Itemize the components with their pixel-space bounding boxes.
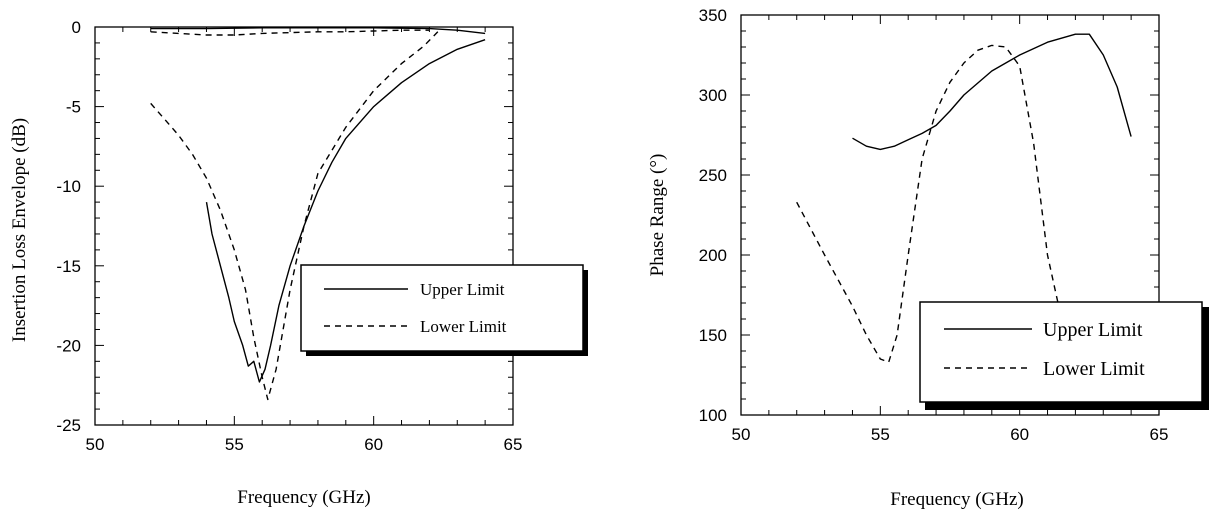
series-group [796,33,1132,363]
series-line-lower-limit [150,31,439,401]
y-axis-label: Phase Range (°) [647,154,668,277]
y-tick-label: 100 [699,406,727,425]
plot-frame [740,14,1160,416]
legend: Upper Limit Lower Limit [300,264,588,356]
x-tick-label: 55 [225,435,244,454]
series-line-upper-limit [852,33,1132,151]
legend-label-upper: Upper Limit [1043,319,1143,341]
x-tick-label: 50 [86,435,105,454]
tick-labels: 50 55 60 65 0 -5 -10 -15 -20 -25 [56,18,522,454]
y-tick-label: 200 [699,246,727,265]
phase-range-chart: 50 55 60 65 350 300 250 200 150 100 Frequency (GH… [647,6,1209,510]
y-tick-label: -5 [66,98,81,117]
y-tick-label: 150 [699,326,727,345]
x-tick-label: 55 [871,425,890,444]
x-tick-label: 65 [1150,425,1169,444]
y-tick-label: -15 [56,257,81,276]
legend-label-lower: Lower Limit [1043,358,1145,380]
x-axis-label: Frequency (GHz) [890,489,1023,510]
legend-label-lower: Lower Limit [420,317,507,336]
x-tick-label: 60 [364,435,383,454]
y-axis-label: Insertion Loss Envelope (dB) [9,118,30,342]
x-tick-label: 60 [1010,425,1029,444]
x-axis-label: Frequency (GHz) [237,487,370,508]
series-line-upper-limit [205,39,486,383]
x-tick-label: 65 [504,435,523,454]
plot-frame [94,26,514,426]
y-tick-label: -10 [56,177,81,196]
insertion-loss-chart: 50 55 60 650-5-10-15-20-25 Frequency (GHz) … [9,18,588,508]
x-tick-label: 50 [732,425,751,444]
y-tick-label: -20 [56,336,81,355]
legend: Upper Limit Lower Limit [919,301,1209,410]
series-line-lower-limit [150,29,430,36]
y-tick-label: -25 [56,416,81,435]
legend-box [919,301,1203,403]
legend-label-upper: Upper Limit [420,280,505,299]
series-line-lower-limit [796,44,1063,363]
y-tick-label: 0 [72,18,81,37]
legend-box [300,264,584,352]
y-tick-label: 250 [699,166,727,185]
series-line-upper-limit [150,27,486,35]
y-tick-label: 300 [699,86,727,105]
y-tick-label: 350 [699,6,727,25]
series-group [150,27,486,401]
tick-labels: 50 55 60 65 350 300 250 200 150 100 [699,6,1169,444]
